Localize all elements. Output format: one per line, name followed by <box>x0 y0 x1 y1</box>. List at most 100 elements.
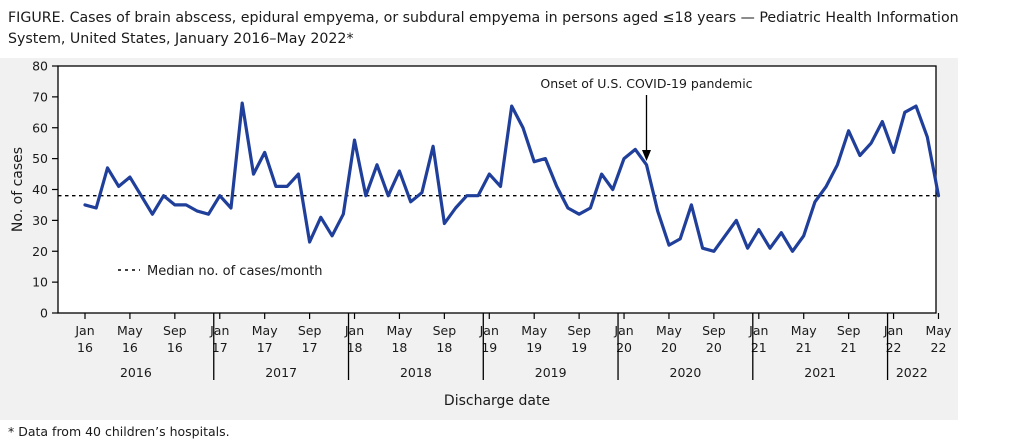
data-point <box>297 173 300 176</box>
data-point <box>353 139 356 142</box>
data-point <box>892 151 895 154</box>
x-tick-year: 17 <box>257 340 273 355</box>
data-point <box>712 250 715 253</box>
data-point <box>522 126 525 129</box>
data-point <box>465 194 468 197</box>
data-point <box>769 247 772 250</box>
x-tick-month: Jan <box>479 323 499 338</box>
x-tick-year: 19 <box>571 340 587 355</box>
y-axis-title: No. of cases <box>10 147 26 232</box>
x-tick-month: Jan <box>883 323 903 338</box>
x-tick-year: 20 <box>661 340 677 355</box>
annotation-arrowhead <box>642 150 651 161</box>
x-year-label: 2021 <box>804 365 836 380</box>
data-point <box>376 163 379 166</box>
x-tick-year: 16 <box>167 340 183 355</box>
data-point <box>499 185 502 188</box>
x-tick-month: Sep <box>702 323 726 338</box>
data-point <box>937 194 940 197</box>
x-year-label: 2016 <box>120 365 152 380</box>
data-point <box>241 102 244 105</box>
data-point <box>387 194 390 197</box>
data-point <box>421 191 424 194</box>
x-tick-month: May <box>252 323 278 338</box>
data-point <box>252 173 255 176</box>
data-point <box>881 120 884 123</box>
x-tick-year: 18 <box>436 340 452 355</box>
data-point <box>432 145 435 148</box>
data-point <box>544 157 547 160</box>
covid-annotation-label: Onset of U.S. COVID-19 pandemic <box>540 76 752 91</box>
data-point <box>331 234 334 237</box>
x-tick-year: 16 <box>122 340 138 355</box>
x-tick-month: Sep <box>837 323 861 338</box>
x-year-label: 2019 <box>535 365 567 380</box>
x-tick-month: Jan <box>613 323 633 338</box>
x-tick-year: 19 <box>481 340 497 355</box>
data-point <box>196 210 199 213</box>
x-year-label: 2020 <box>670 365 702 380</box>
data-point <box>488 173 491 176</box>
data-point <box>185 204 188 207</box>
data-point <box>84 204 87 207</box>
data-point <box>847 129 850 132</box>
data-point <box>611 188 614 191</box>
x-tick-month: Jan <box>748 323 768 338</box>
data-point <box>95 207 98 210</box>
data-point <box>230 207 233 210</box>
data-point <box>308 241 311 244</box>
data-point <box>263 151 266 154</box>
data-point <box>724 234 727 237</box>
x-tick-year: 20 <box>706 340 722 355</box>
y-tick-label: 50 <box>32 151 48 166</box>
x-tick-year: 21 <box>751 340 767 355</box>
data-point <box>106 166 109 169</box>
data-point <box>342 213 345 216</box>
data-point <box>319 216 322 219</box>
data-point <box>735 219 738 222</box>
series-line-cases <box>83 101 941 253</box>
data-point <box>870 142 873 145</box>
x-tick-month: May <box>117 323 143 338</box>
x-tick-year: 20 <box>616 340 632 355</box>
x-tick-month: Sep <box>163 323 187 338</box>
data-point <box>578 213 581 216</box>
data-point <box>701 247 704 250</box>
data-point <box>791 250 794 253</box>
y-tick-label: 80 <box>32 59 48 74</box>
x-axis-title: Discharge date <box>444 393 550 409</box>
data-point <box>151 213 154 216</box>
x-tick-year: 18 <box>347 340 363 355</box>
data-point <box>903 111 906 114</box>
data-point <box>802 234 805 237</box>
x-tick-year: 22 <box>886 340 902 355</box>
y-tick-label: 20 <box>32 244 48 259</box>
data-point <box>129 176 132 179</box>
data-point <box>589 207 592 210</box>
data-point <box>286 185 289 188</box>
data-point <box>443 222 446 225</box>
data-point <box>510 105 513 108</box>
chart-panel: 0 10 20 30 40 50 60 70 80 No. of cases Jan 16 May 16 S… <box>0 58 958 420</box>
data-point <box>926 136 929 139</box>
figure-title: FIGURE. Cases of brain abscess, epidural… <box>8 10 959 47</box>
data-point <box>858 154 861 157</box>
x-tick-year: 19 <box>526 340 542 355</box>
data-point <box>566 207 569 210</box>
x-tick-month: May <box>521 323 547 338</box>
x-tick-month: May <box>791 323 817 338</box>
x-tick-year: 21 <box>841 340 857 355</box>
data-point <box>814 200 817 203</box>
x-tick-month: Jan <box>74 323 94 338</box>
data-point <box>780 231 783 234</box>
footnote: * Data from 40 children’s hospitals. <box>8 424 230 439</box>
data-point <box>656 210 659 213</box>
x-tick-year: 21 <box>796 340 812 355</box>
x-tick-month: May <box>387 323 413 338</box>
data-point <box>409 200 412 203</box>
y-tick-label: 30 <box>32 213 48 228</box>
legend-median-label: Median no. of cases/month <box>147 264 323 279</box>
x-tick-month: Sep <box>567 323 591 338</box>
data-point <box>364 194 367 197</box>
data-point <box>757 228 760 231</box>
